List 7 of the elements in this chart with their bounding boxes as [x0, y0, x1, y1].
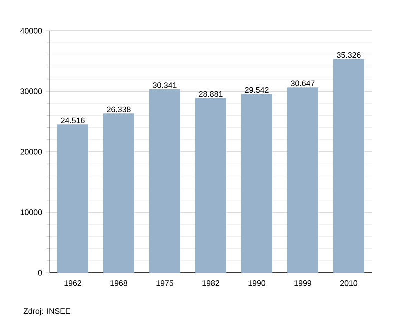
bar — [150, 89, 180, 273]
bar — [58, 124, 88, 273]
bar — [104, 114, 134, 273]
bar — [287, 88, 318, 273]
bar — [333, 59, 364, 273]
bar — [196, 98, 226, 273]
bar — [242, 94, 272, 273]
